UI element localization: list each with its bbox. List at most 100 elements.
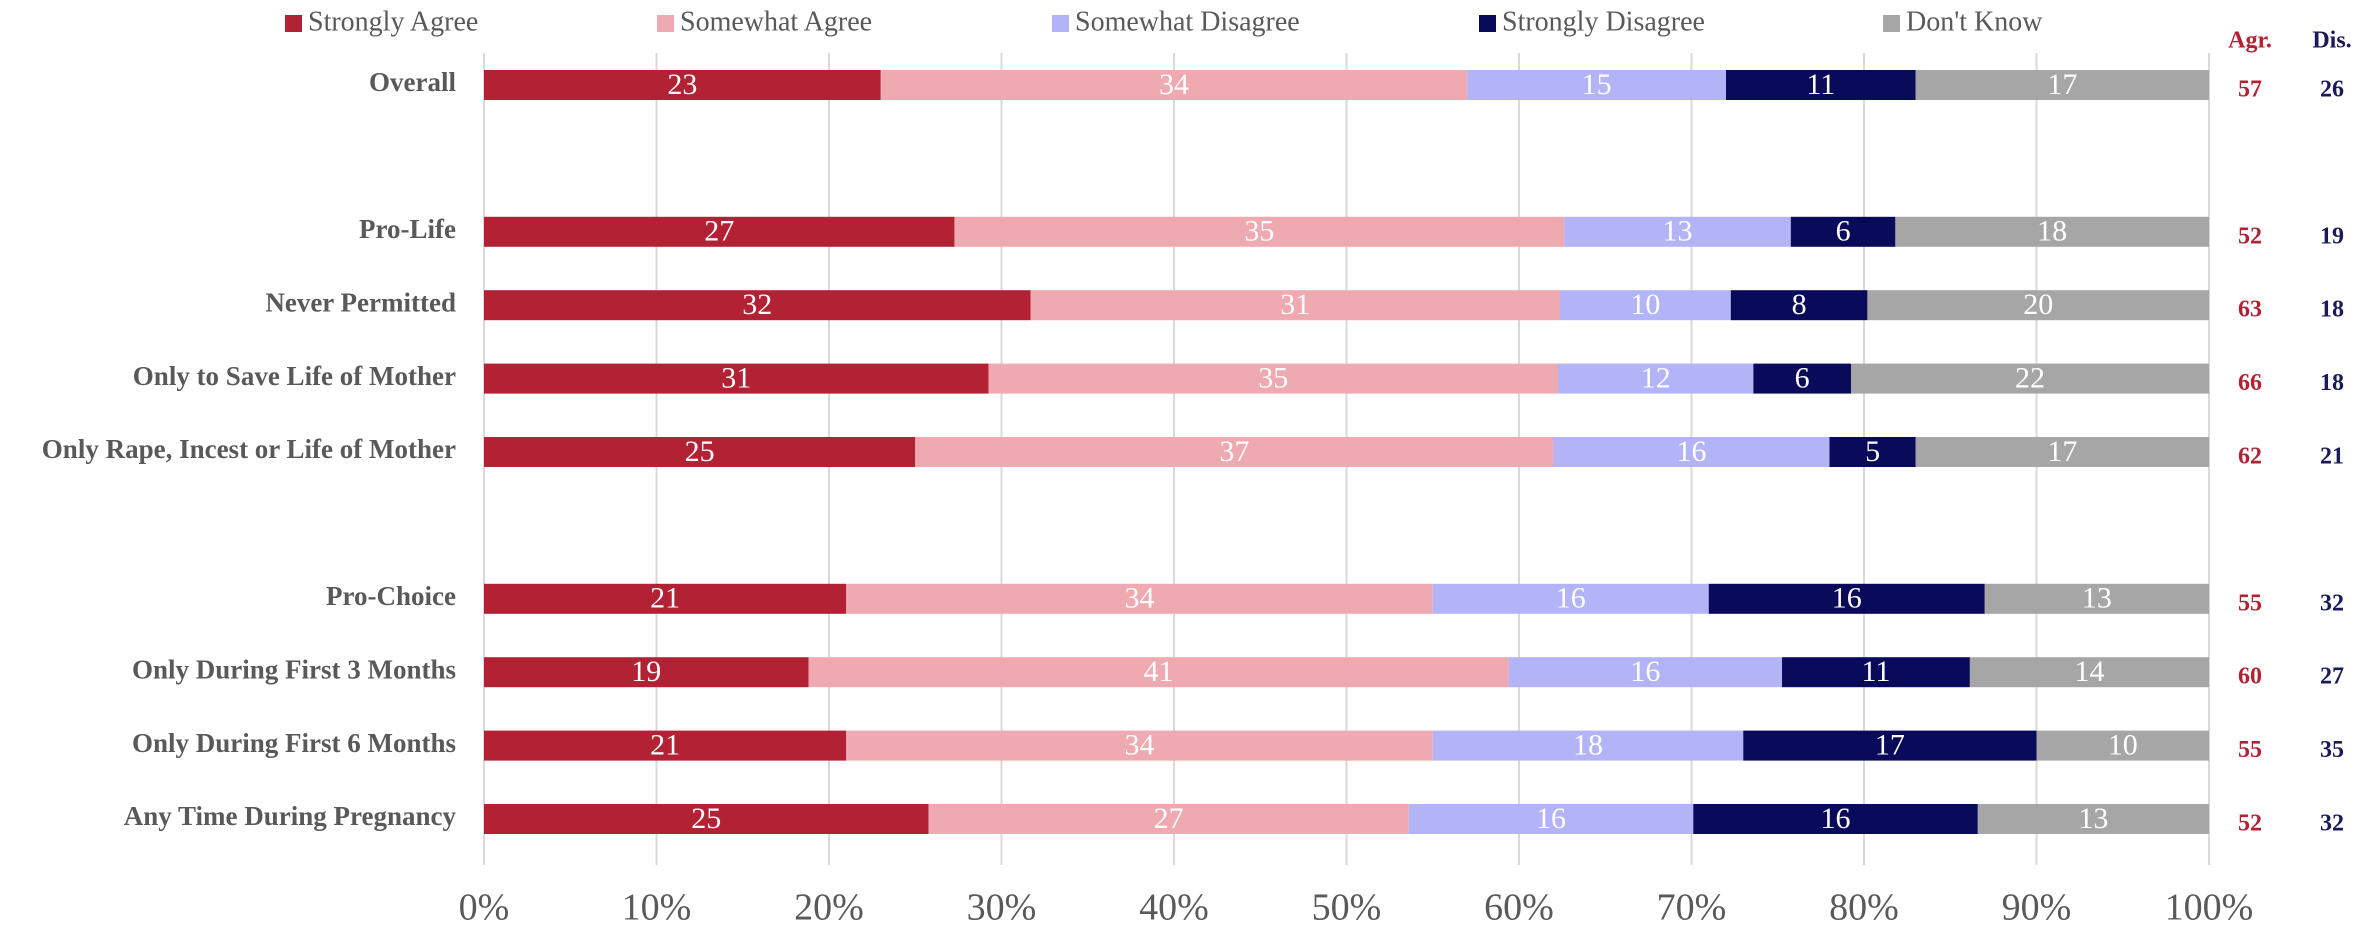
bar-value-label: 22: [2015, 361, 2045, 394]
bar-value-label: 14: [2074, 655, 2104, 688]
bar-value-label: 32: [742, 288, 772, 321]
bar-segment: [1708, 583, 1985, 614]
bar-segment: [928, 804, 1409, 834]
bar-value-label: 25: [691, 802, 721, 835]
x-tick-label: 10%: [622, 887, 692, 928]
column-value: 52: [2238, 223, 2262, 249]
bar-segment: [1867, 290, 2209, 321]
column-value: 55: [2238, 590, 2262, 616]
bar-value-label: 5: [1865, 435, 1880, 468]
bar-value-label: 31: [1280, 288, 1310, 321]
bar-value-label: 13: [2082, 582, 2112, 615]
bar-value-label: 34: [1125, 582, 1155, 615]
x-tick-label: 40%: [1139, 887, 1209, 928]
bar-value-label: 25: [685, 435, 715, 468]
bar-value-label: 37: [1219, 435, 1249, 468]
legend-swatch: [285, 15, 302, 32]
x-tick-label: 100%: [2165, 887, 2254, 928]
bar-value-label: 35: [1244, 215, 1274, 248]
category-label: Overall: [369, 67, 456, 97]
bar-segment: [1915, 70, 2209, 100]
column-value: 55: [2238, 737, 2262, 763]
bar-segment: [484, 437, 916, 467]
bar-value-label: 19: [631, 655, 661, 688]
category-label: Pro-Life: [359, 214, 456, 244]
bar-segment: [484, 583, 847, 614]
bar-segment: [2036, 730, 2209, 761]
bar-segment: [484, 290, 1031, 321]
bar-value-label: 13: [1663, 215, 1693, 248]
bar-value-label: 8: [1792, 288, 1807, 321]
column-value: 26: [2320, 77, 2344, 103]
bar-segment: [808, 657, 1509, 688]
category-label: Only Rape, Incest or Life of Mother: [42, 434, 456, 464]
bar-segment: [846, 730, 1433, 761]
bar-value-label: 20: [2023, 288, 2053, 321]
bar-segment: [484, 216, 955, 247]
bar-segment: [1558, 363, 1754, 394]
column-value: 18: [2320, 370, 2344, 396]
bar-segment: [484, 804, 929, 834]
legend-label: Don't Know: [1906, 6, 2043, 37]
bar-segment: [1693, 804, 1978, 834]
category-label: Only to Save Life of Mother: [133, 361, 456, 391]
bar-segment: [1829, 437, 1916, 467]
bar-segment: [1553, 437, 1830, 467]
bar-value-label: 16: [1821, 802, 1851, 835]
category-label: Pro-Choice: [326, 581, 456, 611]
bar-segment: [1432, 583, 1709, 614]
legend-label: Strongly Agree: [308, 6, 478, 37]
column-value: 27: [2320, 664, 2344, 690]
x-tick-label: 30%: [967, 887, 1037, 928]
x-tick-label: 90%: [2002, 887, 2072, 928]
column-value: 18: [2320, 297, 2344, 323]
column-value: 60: [2238, 664, 2262, 690]
x-tick-label: 50%: [1312, 887, 1382, 928]
bar-segment: [1984, 583, 2209, 614]
bar-value-label: 18: [1573, 728, 1603, 761]
column-value: 62: [2238, 444, 2262, 470]
bar-segment: [484, 657, 809, 688]
bar-segment: [954, 216, 1565, 247]
legend-swatch: [1883, 15, 1900, 32]
bar-segment: [1969, 657, 2209, 688]
bar-segment: [1508, 657, 1783, 688]
bar-value-label: 17: [1875, 728, 1905, 761]
legend-label: Somewhat Disagree: [1075, 6, 1300, 37]
bar-segment: [484, 363, 989, 394]
column-header: Dis.: [2312, 28, 2351, 54]
legend-swatch: [1052, 15, 1069, 32]
bar-segment: [880, 70, 1468, 100]
bar-segment: [1790, 216, 1896, 247]
bar-value-label: 16: [1630, 655, 1660, 688]
bar-segment: [988, 363, 1559, 394]
column-value: 32: [2320, 590, 2344, 616]
bar-segment: [1726, 70, 1916, 100]
bar-value-label: 12: [1641, 361, 1671, 394]
bar-value-label: 11: [1806, 68, 1835, 101]
category-label: Only During First 6 Months: [132, 728, 456, 758]
bar-segment: [1743, 730, 2037, 761]
bar-segment: [1030, 290, 1560, 321]
column-value: 21: [2320, 444, 2344, 470]
x-tick-label: 0%: [459, 887, 510, 928]
column-value: 35: [2320, 737, 2344, 763]
column-value: 52: [2238, 811, 2262, 837]
bar-value-label: 15: [1582, 68, 1612, 101]
category-label: Any Time During Pregnancy: [124, 801, 457, 831]
bar-segment: [1467, 70, 1726, 100]
column-value: 66: [2238, 370, 2262, 396]
bar-value-label: 27: [1154, 802, 1184, 835]
bar-segment: [1782, 657, 1970, 688]
bar-value-label: 34: [1125, 728, 1155, 761]
bar-value-label: 41: [1144, 655, 1174, 688]
bar-segment: [1559, 290, 1731, 321]
bar-segment: [1730, 290, 1868, 321]
bar-segment: [1408, 804, 1694, 834]
column-value: 57: [2238, 77, 2262, 103]
bar-segment: [1564, 216, 1791, 247]
bar-value-label: 11: [1862, 655, 1891, 688]
bar-value-label: 16: [1832, 582, 1862, 615]
bar-value-label: 10: [2108, 728, 2138, 761]
